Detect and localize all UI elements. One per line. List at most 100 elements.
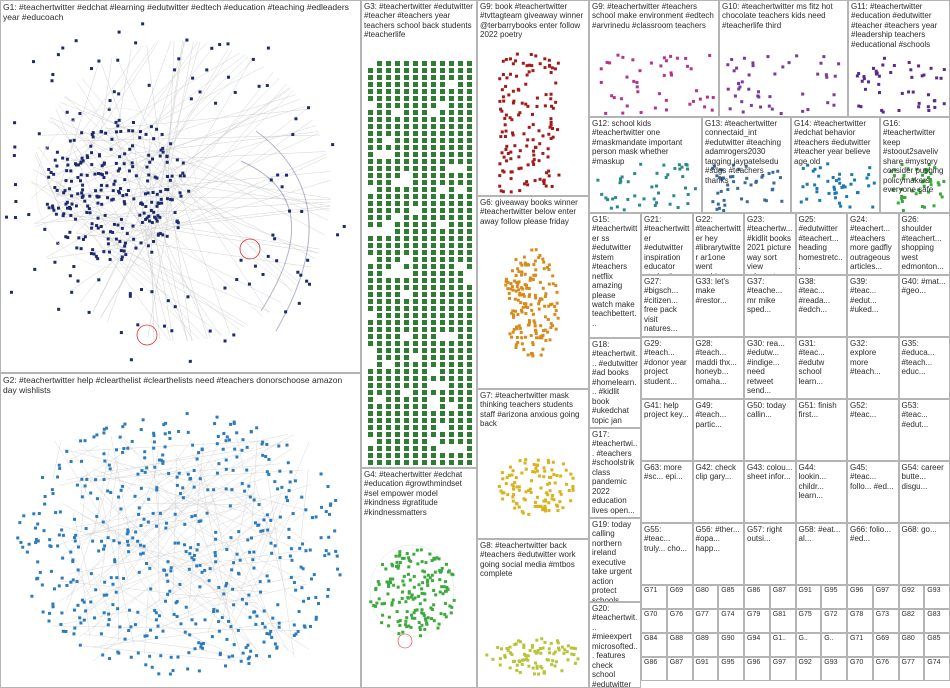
- tiny-group-panel[interactable]: G82: [898, 609, 925, 633]
- tiny-group-panel[interactable]: G..: [795, 633, 822, 657]
- tiny-group-panel[interactable]: G89: [692, 633, 719, 657]
- tiny-group-panel[interactable]: G83: [924, 609, 950, 633]
- tiny-group-panel[interactable]: G81: [769, 609, 796, 633]
- small-group-panel[interactable]: G32: explore more #teach...: [847, 337, 899, 399]
- tiny-group-panel[interactable]: G69: [666, 585, 693, 609]
- tiny-group-panel[interactable]: G93: [821, 657, 847, 681]
- group-panel-g6[interactable]: G6: giveaway books winner #teachertwitte…: [477, 196, 589, 389]
- small-group-panel[interactable]: G58: #eat... al...: [795, 523, 847, 585]
- tiny-group-panel[interactable]: G88: [666, 633, 693, 657]
- group-panel-g3[interactable]: G3: #teachertwitter #edutwitter #teacher…: [361, 0, 477, 468]
- small-group-panel[interactable]: G54: career butte... disgu...: [898, 461, 950, 523]
- tiny-group-panel[interactable]: G76: [872, 657, 899, 681]
- group-panel-g20[interactable]: G20: #teachertwit... #mieexpert microsof…: [589, 602, 641, 688]
- group-panel-g12[interactable]: G12: school kids #teachertwitter one #ma…: [589, 117, 702, 213]
- group-panel-g1[interactable]: G1: #teachertwitter #edchat #learning #e…: [0, 0, 361, 373]
- small-group-panel[interactable]: G51: finish first...: [795, 399, 847, 461]
- group-panel-g9[interactable]: G9: #teachertwitter #teachers school mak…: [589, 0, 719, 117]
- small-group-panel[interactable]: G37: #teache... mr mike sped...: [744, 275, 796, 337]
- small-group-panel[interactable]: G26: shoulder #teachert... shopping west…: [898, 213, 950, 275]
- tiny-group-panel[interactable]: G95: [821, 585, 847, 609]
- small-group-panel[interactable]: G55: #teac... truly... cho...: [641, 523, 693, 585]
- small-group-panel[interactable]: G49: #teach... partic...: [692, 399, 744, 461]
- small-group-panel[interactable]: G41: help project key...: [641, 399, 693, 461]
- small-group-panel[interactable]: G63: more #sc... epi...: [641, 461, 693, 523]
- small-group-panel[interactable]: G40: #mat... #geo...: [898, 275, 950, 337]
- tiny-group-panel[interactable]: G77: [898, 657, 925, 681]
- small-group-panel[interactable]: G56: #ther... #opa... happ...: [692, 523, 744, 585]
- small-group-panel[interactable]: G53: #teac... #edut...: [898, 399, 950, 461]
- tiny-group-panel[interactable]: G76: [666, 609, 693, 633]
- tiny-group-panel[interactable]: G79: [744, 609, 770, 633]
- tiny-group-panel[interactable]: G91: [795, 585, 822, 609]
- tiny-group-panel[interactable]: G70: [847, 657, 873, 681]
- tiny-group-panel[interactable]: G70: [641, 609, 667, 633]
- tiny-group-panel[interactable]: G90: [718, 633, 744, 657]
- group-panel-g16[interactable]: G16: #teachertwitter keep #stoout2saveli…: [880, 117, 950, 213]
- small-group-panel[interactable]: G50: today callin...: [744, 399, 796, 461]
- small-group-panel[interactable]: G33: let's make #restor...: [692, 275, 744, 337]
- small-group-panel[interactable]: G27: #bigsch... #citizen... free pack vi…: [641, 275, 693, 337]
- small-group-panel[interactable]: G57: right outsi...: [744, 523, 796, 585]
- small-group-panel[interactable]: G43: colou... sheet infor...: [744, 461, 796, 523]
- tiny-group-panel[interactable]: G91: [692, 657, 719, 681]
- tiny-group-panel[interactable]: G92: [795, 657, 822, 681]
- small-group-panel[interactable]: G30: rea... #edutw... #indige... need re…: [744, 337, 796, 399]
- group-panel-g11[interactable]: G11: #teachertwitter #education #edutwit…: [848, 0, 950, 117]
- tiny-group-panel[interactable]: G74: [924, 657, 950, 681]
- tiny-group-panel[interactable]: G96: [847, 585, 873, 609]
- tiny-group-panel[interactable]: G72: [821, 609, 847, 633]
- tiny-group-panel[interactable]: G77: [692, 609, 719, 633]
- small-group-panel[interactable]: G52: #teac...: [847, 399, 899, 461]
- small-group-panel[interactable]: G29: #teach... #donor year project stude…: [641, 337, 693, 399]
- group-panel-g8[interactable]: G8: #teachertwitter back #teachers #edut…: [477, 539, 589, 688]
- small-group-panel[interactable]: G68: go...: [898, 523, 950, 585]
- tiny-group-panel[interactable]: G80: [898, 633, 925, 657]
- tiny-group-panel[interactable]: G78: [847, 609, 873, 633]
- group-panel-g7[interactable]: G7: #teachertwitter mask thinking teache…: [477, 389, 589, 539]
- small-group-panel[interactable]: G21: #teachertwitter #edutwitter inspira…: [641, 213, 693, 275]
- group-panel-g14[interactable]: G14: #teachertwitter #edchat behavior #t…: [791, 117, 880, 213]
- tiny-group-panel[interactable]: G85: [718, 585, 744, 609]
- group-panel-g9-book[interactable]: G9: book #teachertwitter #tvttagteam giv…: [477, 0, 589, 196]
- group-panel-g13[interactable]: G13: #teachertwitter connectaid_int #edu…: [702, 117, 791, 213]
- tiny-group-panel[interactable]: G96: [744, 657, 770, 681]
- small-group-panel[interactable]: G39: #teac... #edut... #uked...: [847, 275, 899, 337]
- group-panel-g19[interactable]: G19: today calling northern ireland exec…: [589, 518, 641, 602]
- small-group-panel[interactable]: G23: #teachertw... #kidlit books 2021 pi…: [744, 213, 796, 275]
- tiny-group-panel[interactable]: G85: [924, 633, 950, 657]
- small-group-panel[interactable]: G25: #edutwitter #teachert... heading ho…: [795, 213, 847, 275]
- tiny-group-panel[interactable]: G69: [872, 633, 899, 657]
- tiny-group-panel[interactable]: G84: [641, 633, 667, 657]
- group-panel-g2[interactable]: G2: #teachertwitter help #clearthelist #…: [0, 373, 361, 688]
- small-group-panel[interactable]: G22: #teachertwitter hey #librarytwitter…: [692, 213, 744, 275]
- small-group-panel[interactable]: G45: #teac... follo... #ed...: [847, 461, 899, 523]
- tiny-group-panel[interactable]: G86: [744, 585, 770, 609]
- tiny-group-panel[interactable]: G71: [641, 585, 667, 609]
- group-panel-g18[interactable]: G18: #teachertwit... #edutwitter #ad boo…: [589, 338, 641, 428]
- tiny-group-panel[interactable]: G87: [769, 585, 796, 609]
- tiny-group-panel[interactable]: G93: [924, 585, 950, 609]
- tiny-group-panel[interactable]: G94: [744, 633, 770, 657]
- tiny-group-panel[interactable]: G71: [847, 633, 873, 657]
- tiny-group-panel[interactable]: G..: [821, 633, 847, 657]
- tiny-group-panel[interactable]: G73: [872, 609, 899, 633]
- group-panel-g4[interactable]: G4: #teachertwitter #edchat #education #…: [361, 468, 477, 688]
- small-group-panel[interactable]: G38: #teac... #reada... #edch...: [795, 275, 847, 337]
- small-group-panel[interactable]: G24: #teachert... #teachers more gadfly …: [847, 213, 899, 275]
- group-panel-g15[interactable]: G15: #teachertwitter ss #edutwitter #ste…: [589, 213, 641, 338]
- tiny-group-panel[interactable]: G74: [718, 609, 744, 633]
- tiny-group-panel[interactable]: G75: [795, 609, 822, 633]
- small-group-panel[interactable]: G35: #educa... #teach... educ...: [898, 337, 950, 399]
- small-group-panel[interactable]: G28: #teach... maddi thx... honeyb... om…: [692, 337, 744, 399]
- tiny-group-panel[interactable]: G86: [641, 657, 667, 681]
- small-group-panel[interactable]: G66: folio... #ed...: [847, 523, 899, 585]
- tiny-group-panel[interactable]: G92: [898, 585, 925, 609]
- group-panel-g17[interactable]: G17: #teachertwi... #teachers #schoolstr…: [589, 428, 641, 518]
- tiny-group-panel[interactable]: G87: [666, 657, 693, 681]
- tiny-group-panel[interactable]: G97: [872, 585, 899, 609]
- tiny-group-panel[interactable]: G95: [718, 657, 744, 681]
- small-group-panel[interactable]: G44: lookin... childr... learn...: [795, 461, 847, 523]
- group-panel-g10[interactable]: G10: #teachertwitter ms fitz hot chocola…: [719, 0, 848, 117]
- tiny-group-panel[interactable]: G80: [692, 585, 719, 609]
